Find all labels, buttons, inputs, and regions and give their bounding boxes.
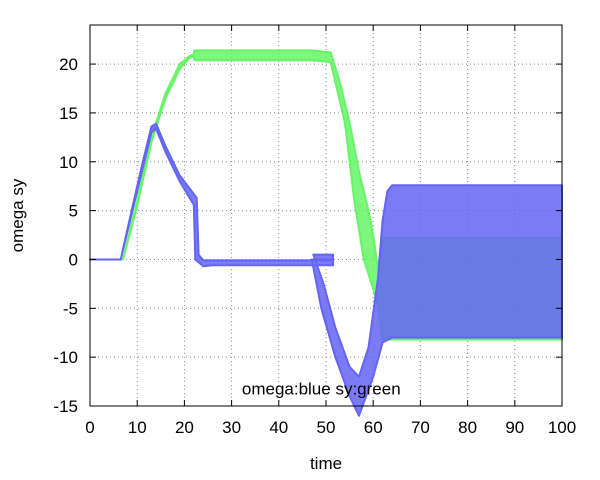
y-axis-label: omega sy xyxy=(8,178,27,252)
x-tick-label: 30 xyxy=(222,418,241,437)
x-tick-label: 20 xyxy=(175,418,194,437)
x-tick-label: 100 xyxy=(548,418,576,437)
x-tick-label: 60 xyxy=(364,418,383,437)
plot-frame xyxy=(89,24,563,407)
y-tick-label: 20 xyxy=(59,55,78,74)
x-tick-label: 50 xyxy=(317,418,336,437)
y-tick-label: -5 xyxy=(63,299,78,318)
y-tick-label: 0 xyxy=(69,250,78,269)
x-tick-label: 90 xyxy=(505,418,524,437)
x-tick-label: 80 xyxy=(458,418,477,437)
y-tick-label: 15 xyxy=(59,104,78,123)
y-tick-label: 5 xyxy=(69,202,78,221)
x-tick-label: 10 xyxy=(128,418,147,437)
y-tick-label: 10 xyxy=(59,153,78,172)
x-axis-label: time xyxy=(310,454,342,473)
chart-key-annotation: omega:blue sy:green xyxy=(242,379,401,398)
tick-labels: 0 10 20 30 40 50 60 70 80 90 100 -15 -10 -5 0 5 10 15 20 xyxy=(53,55,576,437)
y-tick-label: -10 xyxy=(53,348,78,367)
y-tick-label: -15 xyxy=(53,397,78,416)
x-tick-label: 0 xyxy=(85,418,94,437)
x-tick-label: 40 xyxy=(269,418,288,437)
x-tick-label: 70 xyxy=(411,418,430,437)
